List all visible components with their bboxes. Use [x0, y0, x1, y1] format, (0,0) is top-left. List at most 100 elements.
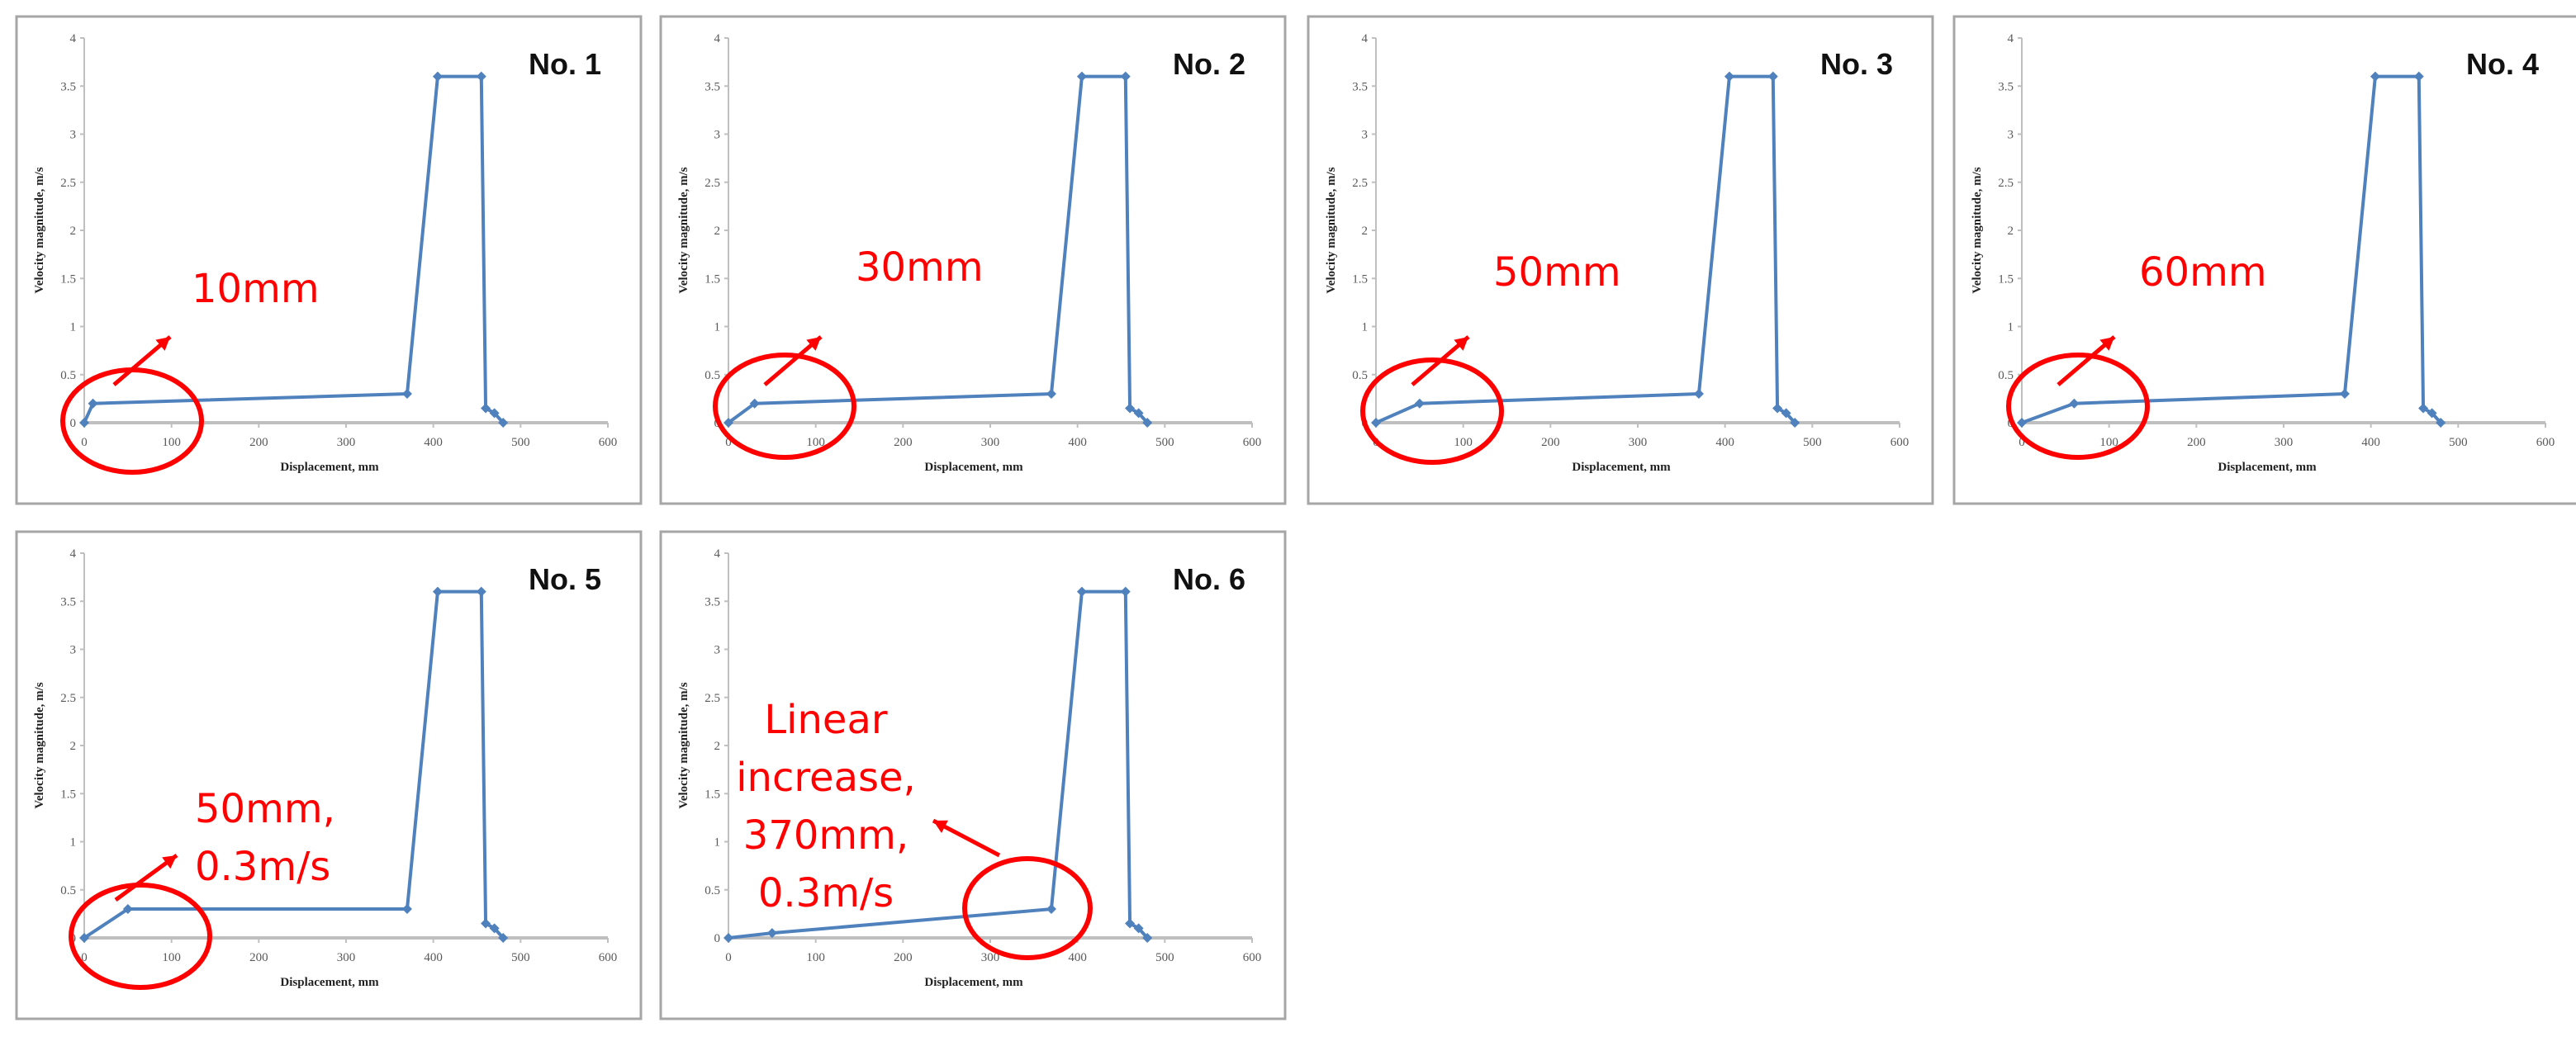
data-point	[88, 398, 98, 409]
y-axis-label: Velocity magnitude, m/s	[1325, 167, 1338, 293]
y-tick-label: 0.5	[1998, 369, 2014, 382]
y-tick-label: 2	[714, 740, 721, 753]
y-tick-label: 1.5	[60, 788, 76, 801]
data-point	[2427, 408, 2437, 419]
y-tick-label: 2.5	[1352, 177, 1368, 190]
y-tick-label: 3	[1362, 129, 1369, 142]
chart-panel: 00.511.522.533.540 100 200 300 400 500 600Disp…	[1952, 15, 2576, 505]
x-tick-label: 300	[337, 951, 356, 964]
data-point	[489, 408, 500, 419]
y-axis-label: Velocity magnitude, m/s	[677, 167, 690, 293]
data-point	[2418, 403, 2429, 414]
x-tick-label: 500	[1155, 436, 1174, 449]
data-point	[1046, 904, 1056, 915]
x-tick-label: 600	[1243, 436, 1262, 449]
data-point	[1142, 933, 1153, 943]
highlight-ellipse	[2006, 353, 2150, 460]
y-axis-label: Velocity magnitude, m/s	[33, 167, 46, 293]
y-tick-label: 3	[714, 129, 721, 142]
data-point	[1076, 71, 1087, 82]
x-axis-label: Displacement, mm	[2218, 461, 2317, 474]
chart-title: No. 5	[529, 562, 601, 596]
data-point	[481, 918, 491, 929]
data-point	[766, 928, 777, 939]
data-point	[489, 923, 500, 934]
chart-panel: 00.511.522.533.540 100 200 300 400 500 600Disp…	[659, 530, 1287, 1020]
y-tick-label: 4	[714, 547, 721, 561]
annotation-text: Linear	[764, 697, 887, 743]
x-tick-label: 300	[981, 436, 1000, 449]
chart-title: No. 4	[2466, 47, 2539, 81]
y-tick-label: 0	[70, 417, 77, 430]
data-point	[1781, 408, 1791, 419]
annotation-text: 0.3m/s	[758, 870, 894, 916]
y-tick-label: 3	[70, 644, 77, 657]
data-point	[723, 933, 733, 943]
x-axis-label: Displacement, mm	[924, 976, 1023, 989]
x-tick-label: 100	[162, 436, 181, 449]
x-tick-label: 400	[1068, 436, 1087, 449]
x-tick-label: 500	[1803, 436, 1822, 449]
data-point	[498, 418, 509, 428]
chart-frame	[15, 530, 643, 1020]
y-tick-label: 2	[714, 225, 721, 238]
data-point	[401, 389, 412, 400]
data-point	[432, 586, 443, 597]
data-point	[2413, 71, 2424, 82]
data-point	[1046, 389, 1056, 400]
y-tick-label: 1	[70, 836, 77, 850]
y-tick-label: 2	[70, 740, 77, 753]
data-point	[1076, 586, 1087, 597]
chart-title: No. 3	[1820, 47, 1893, 81]
y-tick-label: 0.5	[60, 884, 76, 897]
y-tick-label: 4	[70, 32, 77, 45]
y-tick-label: 1	[714, 836, 721, 850]
data-point	[1693, 389, 1704, 400]
y-tick-label: 2.5	[60, 177, 76, 190]
data-point	[2339, 389, 2350, 400]
x-tick-label: 600	[2536, 436, 2555, 449]
y-tick-label: 3	[2008, 129, 2014, 142]
data-point	[1790, 418, 1800, 428]
y-tick-label: 1.5	[60, 272, 76, 286]
x-tick-label: 500	[511, 951, 530, 964]
x-tick-label: 300	[1629, 436, 1648, 449]
x-tick-label: 0	[725, 436, 732, 449]
x-tick-label: 100	[806, 436, 825, 449]
x-tick-label: 500	[511, 436, 530, 449]
x-tick-label: 500	[2449, 436, 2468, 449]
chart-title: No. 6	[1173, 562, 1245, 596]
annotation-text: 10mm	[192, 266, 320, 312]
y-tick-label: 0	[714, 932, 721, 945]
x-tick-label: 100	[806, 951, 825, 964]
data-point	[723, 418, 733, 428]
chart-panel: 00.511.522.533.540 100 200 300 400 500 600Disp…	[1307, 15, 1934, 505]
y-tick-label: 3.5	[1352, 80, 1368, 93]
y-tick-label: 1	[714, 321, 721, 334]
x-tick-label: 500	[1155, 951, 1174, 964]
data-point	[1120, 71, 1131, 82]
x-tick-label: 200	[1541, 436, 1560, 449]
y-tick-label: 2.5	[1998, 177, 2014, 190]
arrowhead-icon	[933, 820, 948, 833]
x-tick-label: 400	[424, 436, 443, 449]
annotation-text: 50mm,	[195, 786, 335, 832]
data-point	[1125, 403, 1136, 414]
chart-title: No. 2	[1173, 47, 1245, 81]
arrowhead-icon	[806, 337, 821, 351]
data-point	[749, 398, 760, 409]
y-tick-label: 1.5	[704, 788, 720, 801]
data-point	[481, 403, 491, 414]
data-point	[1772, 403, 1783, 414]
annotation-text: increase,	[736, 755, 916, 801]
data-point	[1125, 918, 1136, 929]
x-tick-label: 600	[1243, 951, 1262, 964]
x-tick-label: 100	[1454, 436, 1473, 449]
highlight-ellipse	[69, 883, 212, 990]
y-tick-label: 2	[70, 225, 77, 238]
x-tick-label: 400	[424, 951, 443, 964]
data-point	[1133, 923, 1144, 934]
chart-panel: 00.511.522.533.540 100 200 300 400 500 600Disp…	[15, 530, 643, 1020]
data-point	[1767, 71, 1778, 82]
